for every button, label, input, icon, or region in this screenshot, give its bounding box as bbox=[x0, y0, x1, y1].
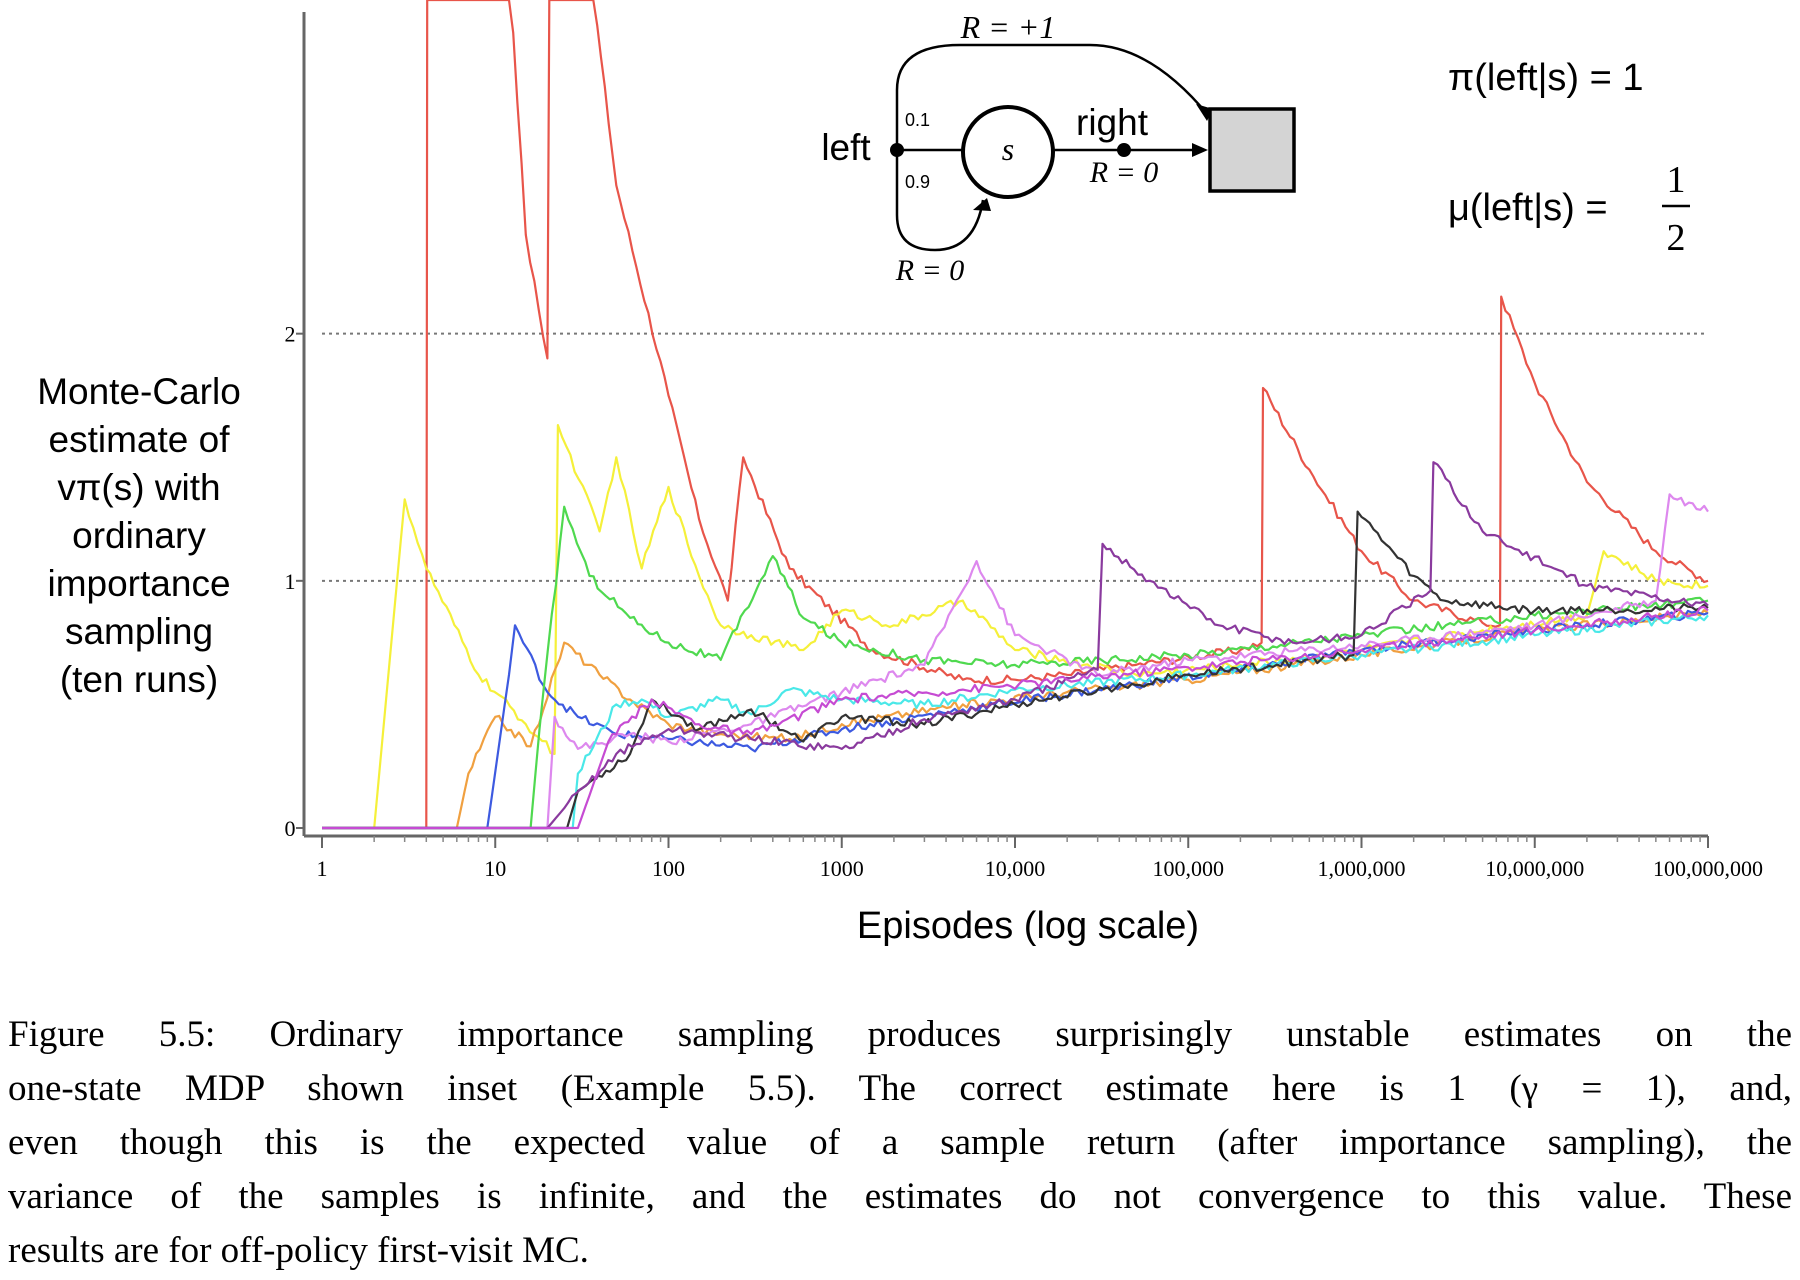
x-tick-label: 10 bbox=[484, 856, 506, 881]
caption-line-2: one-state MDP shown inset (Example 5.5).… bbox=[8, 1068, 1792, 1109]
prob-top-label: 0.1 bbox=[905, 110, 930, 130]
series-line-9 bbox=[322, 461, 1709, 830]
terminal-state-box bbox=[1208, 107, 1296, 193]
state-s-node bbox=[961, 105, 1055, 199]
state-s-label: s bbox=[1002, 131, 1014, 167]
x-tick-label: 1000 bbox=[820, 856, 864, 881]
figure-caption: Figure 5.5: Ordinary importance sampling… bbox=[8, 1008, 1792, 1278]
caption-line-4: variance of the samples is infinite, and… bbox=[8, 1176, 1792, 1217]
series-line-6 bbox=[322, 493, 1709, 830]
arrow-bottom-head bbox=[973, 198, 991, 211]
y-axis-title-line-5: importance bbox=[47, 563, 231, 604]
series-line-5 bbox=[322, 505, 1709, 830]
policy-pi-equation: π(left|s) = 1 bbox=[1448, 57, 1644, 99]
left-action-dot bbox=[890, 143, 904, 157]
mdp-inset-diagram: R = +1 left 0.1 0.9 s right R = 0 R = 0 bbox=[821, 9, 1296, 287]
ticks-layer: 1 10 100 1000 10,000 100,000 1,000,000 10,000,0… bbox=[285, 322, 1764, 881]
caption-line-1: Figure 5.5: Ordinary importance sampling… bbox=[8, 1014, 1792, 1055]
left-label: left bbox=[821, 127, 871, 168]
y-axis-title: Monte-Carlo estimate of vπ(s) with ordin… bbox=[14, 368, 264, 704]
reference-lines bbox=[322, 332, 1708, 582]
y-tick-label: 2 bbox=[285, 322, 296, 347]
y-axis-title-line-3: vπ(s) with bbox=[57, 467, 221, 508]
series-layer bbox=[322, 0, 1709, 830]
arrow-top-path bbox=[895, 43, 1209, 150]
series-line-3 bbox=[322, 609, 1709, 830]
series-line-4 bbox=[322, 609, 1709, 830]
series-line-10 bbox=[322, 605, 1709, 830]
x-tick-label: 10,000,000 bbox=[1485, 856, 1584, 881]
x-axis-title: Episodes (log scale) bbox=[857, 905, 1199, 947]
policy-mu-numerator: 1 bbox=[1667, 159, 1686, 201]
policy-equations: π(left|s) = 1 μ(left|s) = 1 2 bbox=[1448, 57, 1690, 259]
y-axis-title-line-1: Monte-Carlo bbox=[37, 371, 241, 412]
x-tick-label: 10,000 bbox=[985, 856, 1046, 881]
prob-bottom-label: 0.9 bbox=[905, 172, 930, 192]
x-tick-label: 100,000 bbox=[1153, 856, 1225, 881]
y-tick-label: 0 bbox=[285, 816, 296, 841]
reward-top-label: R = +1 bbox=[960, 9, 1056, 45]
reward-right-label: R = 0 bbox=[1089, 156, 1159, 189]
x-tick-label: 1 bbox=[317, 856, 328, 881]
axes bbox=[302, 12, 1708, 838]
caption-line-5: results are for off-policy first-visit M… bbox=[8, 1230, 589, 1271]
x-tick-label: 1,000,000 bbox=[1318, 856, 1406, 881]
y-axis-title-line-4: ordinary bbox=[72, 515, 206, 556]
y-tick-label: 1 bbox=[285, 569, 296, 594]
arrow-right-head bbox=[1192, 143, 1208, 157]
right-action-dot bbox=[1117, 143, 1131, 157]
arrow-bottom-path bbox=[895, 150, 985, 252]
policy-mu-lhs: μ(left|s) = bbox=[1448, 187, 1608, 229]
caption-line-3: even though this is the expected value o… bbox=[8, 1122, 1792, 1163]
series-line-7 bbox=[322, 613, 1709, 830]
y-axis-title-line-6: sampling bbox=[64, 611, 214, 652]
y-axis-title-line-2: estimate of bbox=[48, 419, 230, 460]
right-label: right bbox=[1076, 102, 1149, 143]
policy-mu-denominator: 2 bbox=[1667, 217, 1686, 259]
x-tick-label: 100,000,000 bbox=[1653, 856, 1763, 881]
reward-bottom-label: R = 0 bbox=[895, 254, 965, 287]
x-tick-label: 100 bbox=[652, 856, 685, 881]
y-axis-title-line-7: (ten runs) bbox=[59, 659, 219, 700]
